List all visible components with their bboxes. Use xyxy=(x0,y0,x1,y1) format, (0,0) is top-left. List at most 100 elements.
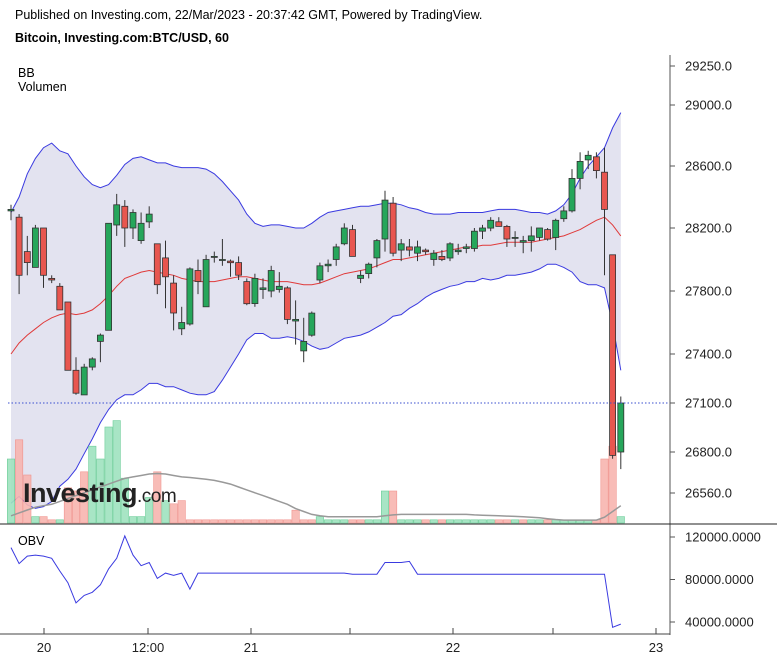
candle xyxy=(430,250,438,266)
candle-body xyxy=(511,236,519,239)
bb-label: BB xyxy=(18,66,35,80)
volume-bar xyxy=(543,519,552,524)
volume-bar xyxy=(405,519,414,524)
volume-bar xyxy=(519,519,528,524)
candle xyxy=(267,265,275,298)
candle-body xyxy=(121,205,129,229)
candle-body xyxy=(487,219,495,229)
candle xyxy=(121,200,129,247)
time-tick-label: 22 xyxy=(446,640,460,655)
candles xyxy=(7,147,625,470)
candle-body xyxy=(479,227,486,232)
candle xyxy=(7,204,15,221)
price-tick-label: 27100.0 xyxy=(685,396,732,411)
obv-axis: 120000.0000 80000.0000 40000.0000 xyxy=(670,530,761,630)
candle xyxy=(308,311,316,337)
candle xyxy=(593,152,600,179)
obv-tick-label: 40000.0000 xyxy=(685,615,754,630)
candle xyxy=(365,262,373,279)
volume-bar xyxy=(80,471,89,524)
candle-body xyxy=(283,287,291,320)
volume-bar xyxy=(332,519,341,524)
bb-upper-line xyxy=(10,112,622,229)
candle xyxy=(137,212,145,244)
time-tick-label: 20 xyxy=(37,640,51,655)
volume-bar xyxy=(258,519,267,524)
volume-bar xyxy=(502,519,511,524)
candle-body xyxy=(218,259,226,261)
candle-body xyxy=(340,227,348,245)
candle xyxy=(389,197,397,257)
candle-body xyxy=(275,285,283,290)
candle xyxy=(609,254,616,459)
volume-bar xyxy=(153,471,162,524)
candle xyxy=(56,283,64,311)
candle xyxy=(88,357,96,371)
price-tick-label: 26560.0 xyxy=(685,486,732,501)
candle xyxy=(15,214,23,295)
candle xyxy=(527,226,535,252)
obv-line-path xyxy=(10,534,621,628)
candle-body xyxy=(373,240,381,259)
candle xyxy=(251,273,259,307)
candle xyxy=(576,152,584,190)
candle-body xyxy=(235,262,243,276)
candle xyxy=(495,217,503,227)
candle xyxy=(438,250,446,262)
candle-body xyxy=(227,260,234,264)
candle xyxy=(617,396,625,470)
volume-bar xyxy=(454,519,463,524)
volume-bar xyxy=(161,500,170,524)
candle xyxy=(519,235,527,254)
candle xyxy=(186,267,194,326)
candle xyxy=(129,209,137,239)
candle-body xyxy=(56,285,64,311)
volume-bar xyxy=(364,519,373,524)
published-info: Published on Investing.com, 22/Mar/2023 … xyxy=(15,8,483,22)
candle xyxy=(48,275,56,284)
volume-bar xyxy=(616,516,625,524)
candle xyxy=(283,286,291,325)
price-tick-label: 26800.0 xyxy=(685,445,732,460)
candle xyxy=(332,243,340,266)
volume-bar xyxy=(72,490,81,524)
candle-body xyxy=(292,318,300,322)
candle-body xyxy=(332,246,340,260)
candle xyxy=(292,300,300,345)
candle-body xyxy=(568,177,576,212)
volume-bar xyxy=(234,519,243,524)
candle xyxy=(72,357,80,395)
candle-body xyxy=(357,274,365,279)
volume-bar xyxy=(185,519,194,524)
candle-body xyxy=(430,252,438,260)
candle-body xyxy=(414,246,421,254)
candle xyxy=(235,256,243,280)
candle-body xyxy=(397,243,405,251)
candle-body xyxy=(194,270,202,282)
candle xyxy=(23,235,31,276)
candle xyxy=(552,218,560,251)
candle-body xyxy=(113,204,121,226)
candle-body xyxy=(601,171,608,210)
candle xyxy=(601,147,608,276)
candle xyxy=(105,222,112,331)
candle-body xyxy=(446,243,454,259)
investing-logo: Investing.com xyxy=(23,478,177,508)
candle xyxy=(470,228,478,252)
candle xyxy=(275,272,283,293)
obv-tick-label: 120000.0000 xyxy=(685,530,761,545)
bb-lower-line xyxy=(10,263,622,509)
candle-body xyxy=(324,263,332,267)
candle-body xyxy=(105,222,112,331)
volume-bar xyxy=(372,519,381,524)
candle xyxy=(422,248,430,255)
candle-body xyxy=(15,216,23,276)
candle-body xyxy=(88,358,96,368)
volume-bar xyxy=(356,519,365,524)
price-axis: 29250.0 29000.0 28600.0 28200.0 27800.0 27400… xyxy=(670,59,732,501)
volume-bar xyxy=(202,519,211,524)
candle-body xyxy=(129,212,137,229)
volume-bar xyxy=(129,516,138,524)
candle xyxy=(511,231,519,247)
